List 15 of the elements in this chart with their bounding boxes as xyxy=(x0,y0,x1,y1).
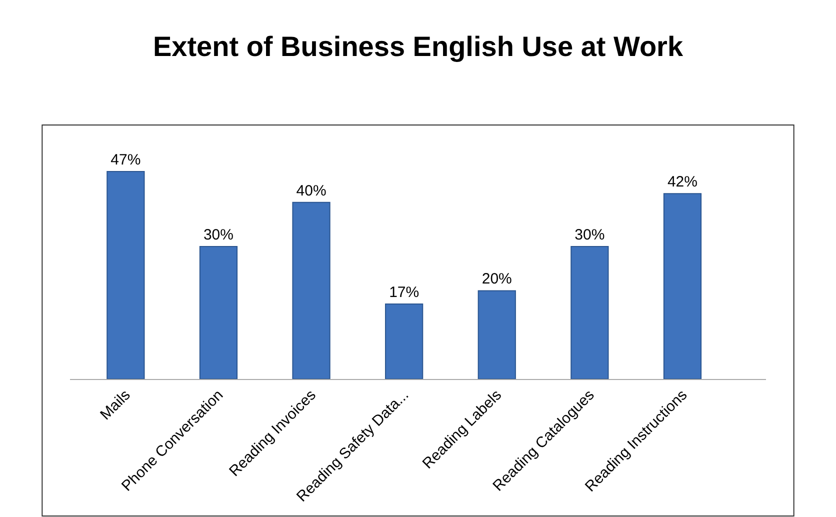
bar xyxy=(478,290,516,379)
data-label: 30% xyxy=(574,226,605,244)
bar xyxy=(663,193,702,379)
data-label: 42% xyxy=(667,174,698,191)
chart-title: Extent of Business English Use at Work xyxy=(152,30,684,62)
bar xyxy=(570,246,609,379)
bar xyxy=(106,171,145,379)
data-label: 17% xyxy=(389,284,420,301)
data-label: 30% xyxy=(203,226,234,244)
data-label: 40% xyxy=(296,182,326,200)
bar xyxy=(199,246,238,379)
bar xyxy=(292,202,330,379)
data-label: 47% xyxy=(110,152,141,168)
bar xyxy=(385,303,424,379)
data-label: 20% xyxy=(482,270,512,288)
